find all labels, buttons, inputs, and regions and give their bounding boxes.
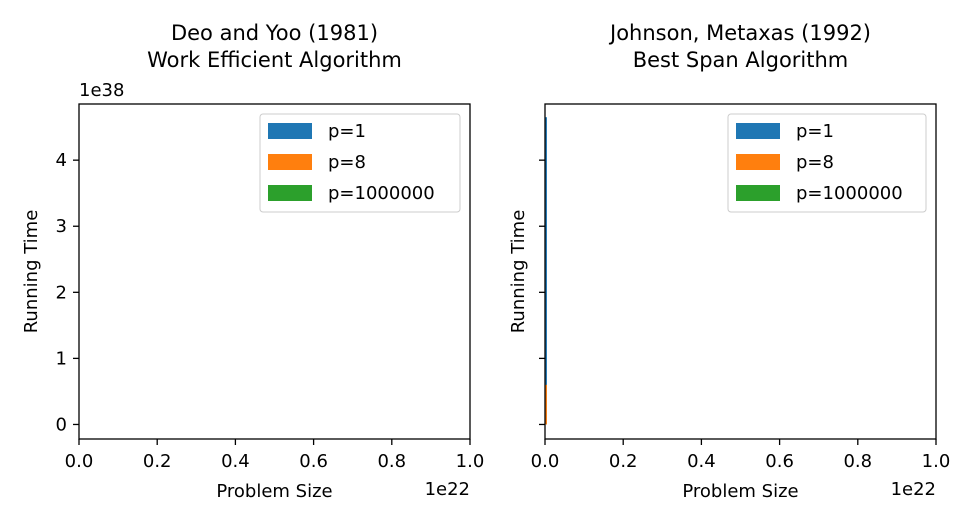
legend-label: p=1	[328, 121, 366, 142]
bar	[545, 117, 547, 425]
x-tick-label: 0.6	[299, 451, 328, 472]
axes-frame	[78, 103, 471, 440]
x-tick-label: 1.0	[456, 451, 485, 472]
y-tick-label: 4	[56, 150, 67, 171]
x-tick-label: 0.0	[65, 451, 94, 472]
legend-swatch	[736, 154, 780, 170]
x-tick-label: 0.4	[221, 451, 250, 472]
x-tick-label: 0.4	[687, 451, 716, 472]
x-axis-label: Problem Size	[216, 481, 332, 502]
chart-title-line: Best Span Algorithm	[633, 48, 849, 72]
legend: p=1 p=8 p=1000000	[727, 113, 927, 213]
legend-swatch	[268, 154, 312, 170]
legend: p=1 p=8 p=1000000	[259, 113, 461, 213]
axes-frame	[544, 103, 937, 440]
chart-panel-1: Deo and Yoo (1981) Work Efficient Algorit…	[21, 21, 484, 502]
x-axis-label: Problem Size	[682, 481, 798, 502]
x-offset-label: 1e22	[891, 479, 936, 500]
y-tick-label: 1	[56, 348, 67, 369]
x-tick-label: 0.2	[609, 451, 638, 472]
y-axis-label: Running Time	[508, 210, 529, 334]
chart-title-line: Johnson, Metaxas (1992)	[608, 21, 871, 45]
legend-label: p=1000000	[328, 183, 435, 204]
legend-swatch	[268, 123, 312, 139]
chart-title-line: Work Efficient Algorithm	[147, 48, 402, 72]
legend-label: p=8	[796, 152, 834, 173]
x-tick-label: 1.0	[922, 451, 951, 472]
y-axis-label: Running Time	[21, 210, 42, 334]
legend-swatch	[736, 185, 780, 201]
x-tick-label: 0.2	[143, 451, 172, 472]
x-tick-label: 0.6	[765, 451, 794, 472]
y-tick-label: 2	[56, 282, 67, 303]
y-tick-label: 3	[56, 216, 67, 237]
x-tick-label: 0.8	[377, 451, 406, 472]
legend-label: p=1000000	[796, 183, 903, 204]
legend-label: p=1	[796, 121, 834, 142]
legend-label: p=8	[328, 152, 366, 173]
y-tick-label: 0	[56, 414, 67, 435]
x-tick-label: 0.0	[531, 451, 560, 472]
x-tick-label: 0.8	[843, 451, 872, 472]
bar	[545, 384, 547, 425]
x-offset-label: 1e22	[425, 479, 470, 500]
chart-panel-2: Johnson, Metaxas (1992) Best Span Algorit…	[508, 21, 950, 502]
legend-swatch	[268, 185, 312, 201]
legend-swatch	[736, 123, 780, 139]
chart-title-line: Deo and Yoo (1981)	[171, 21, 378, 45]
y-offset-label: 1e38	[79, 80, 124, 101]
